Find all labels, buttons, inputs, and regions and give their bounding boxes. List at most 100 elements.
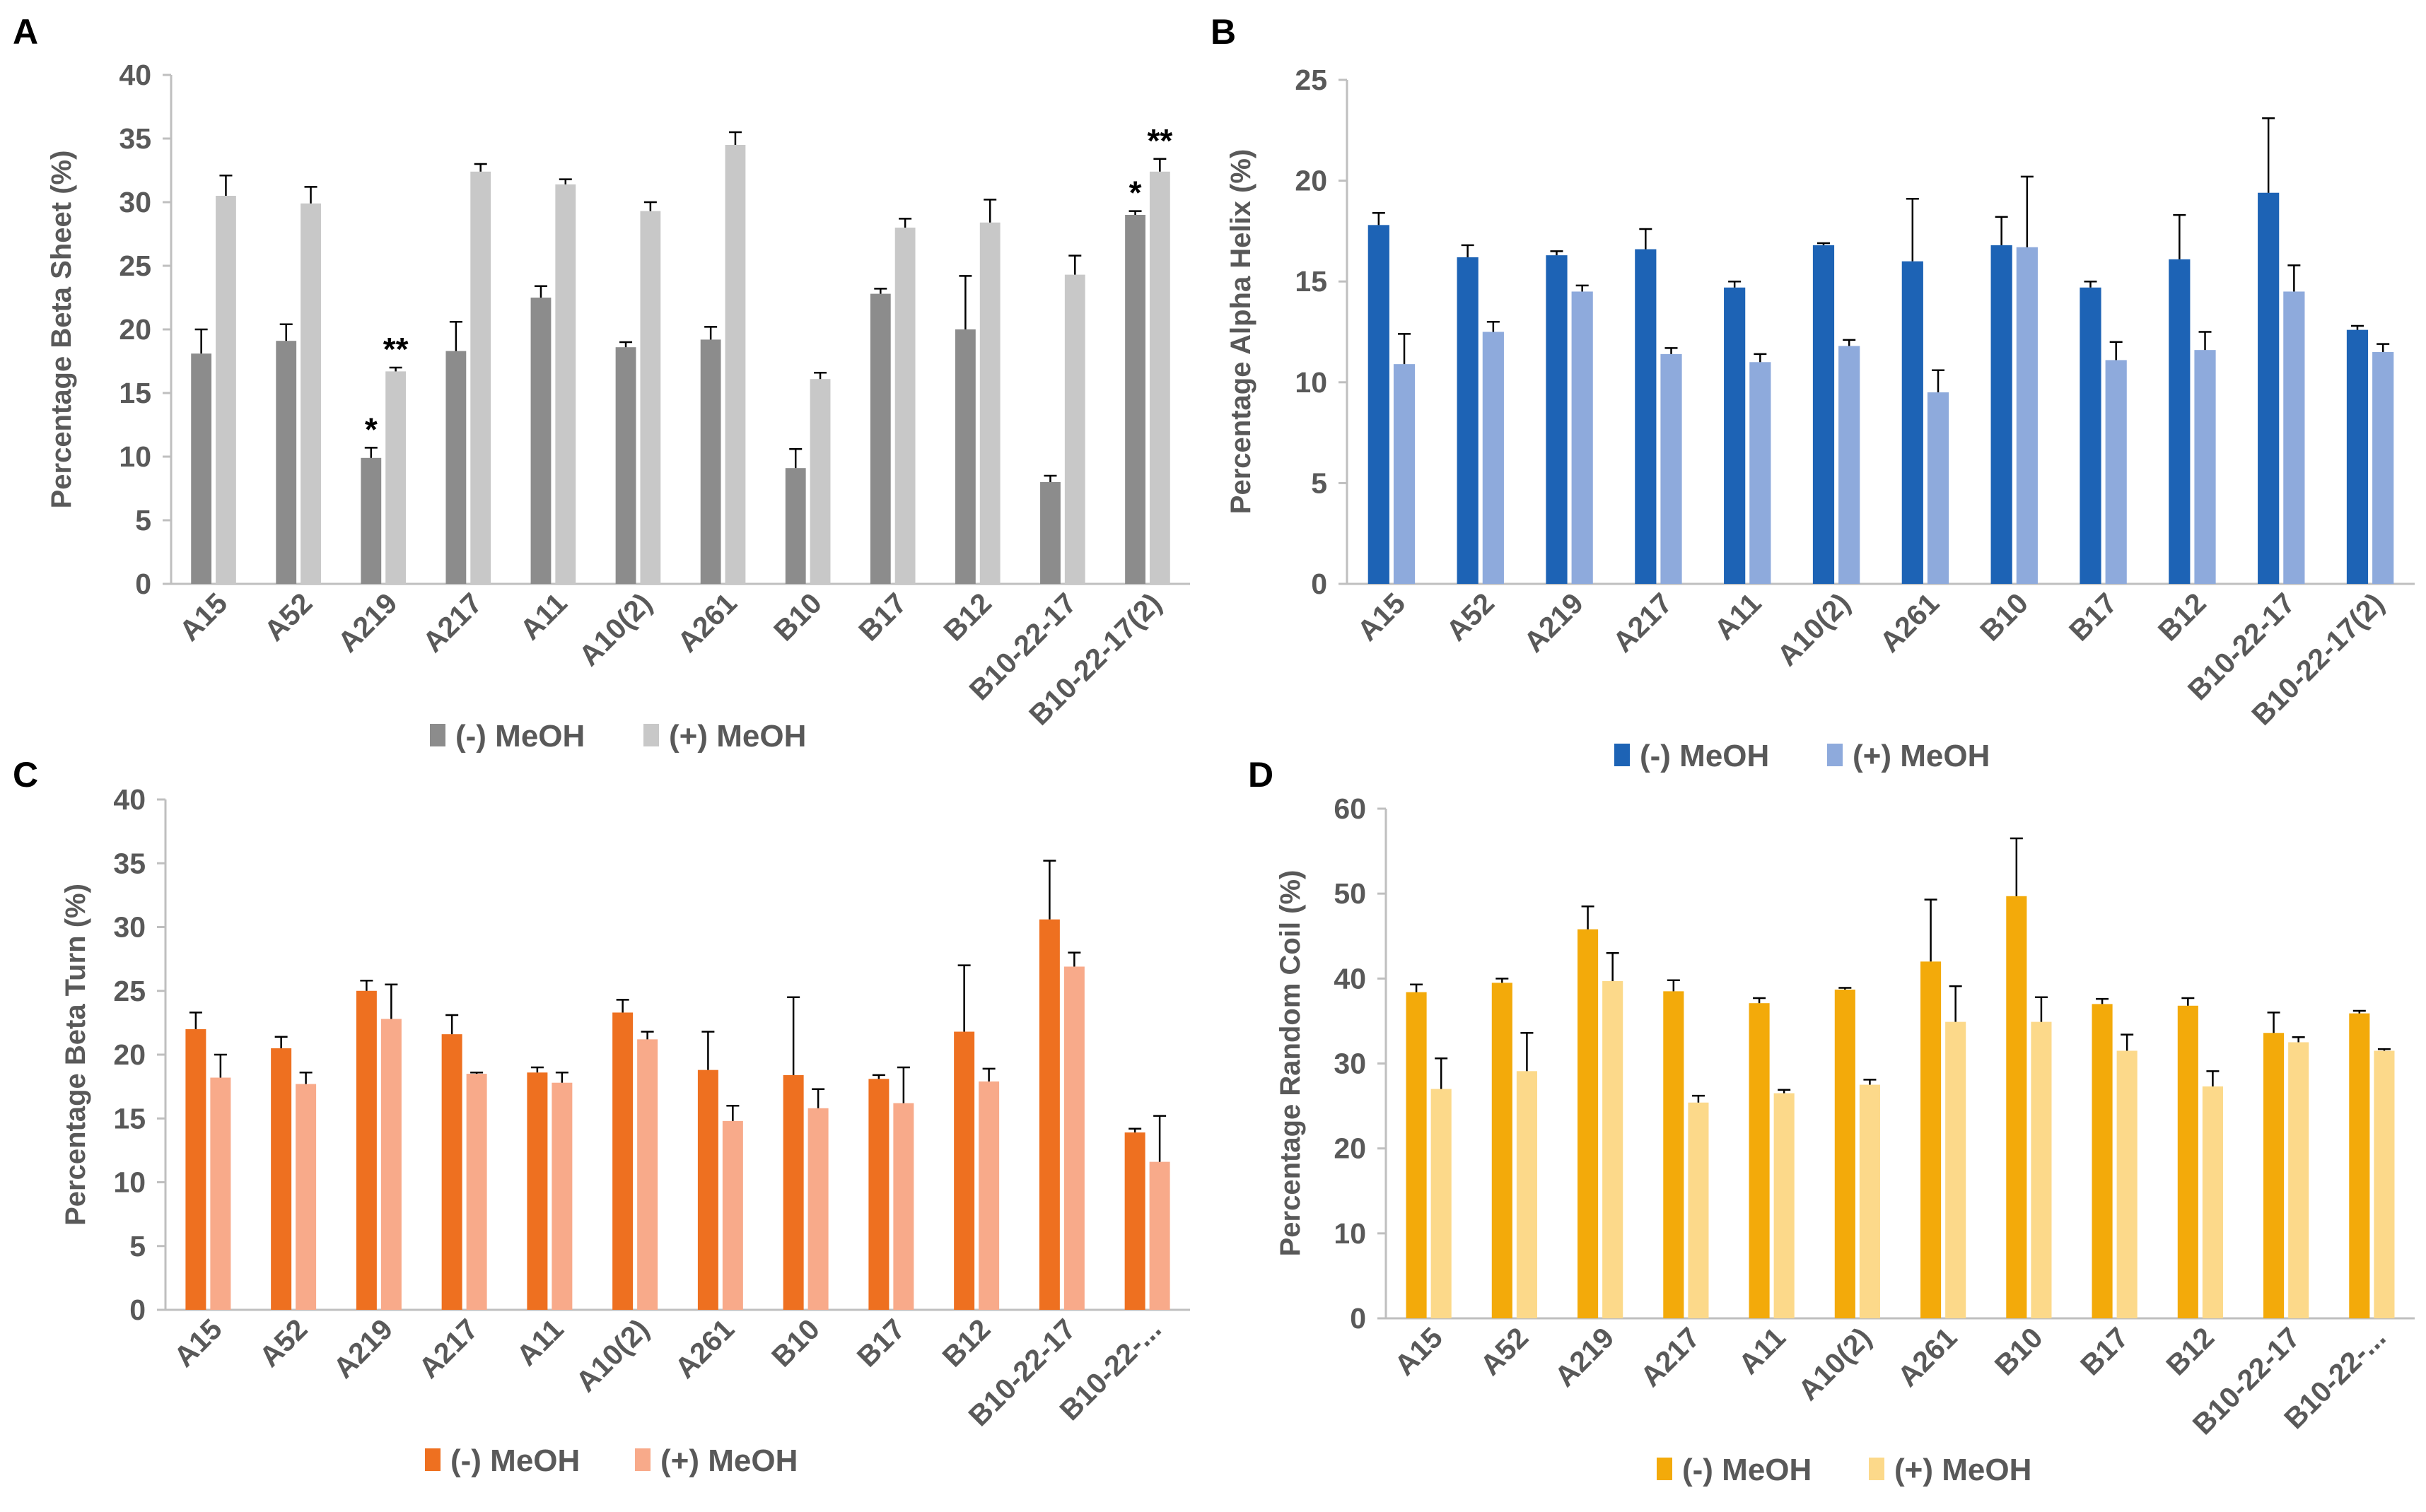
significance-marker: ** (383, 331, 409, 368)
panel-d: D 0 10 20 30 40 50 60 Percentage Random Coil (%)… (1248, 755, 2415, 1487)
bar-meoh-b17 (893, 1103, 914, 1310)
bar-meoh-a10-2 (1834, 989, 1855, 1318)
bar-meoh-a261 (1920, 961, 1942, 1318)
x-tick-label: A219 (1549, 1321, 1621, 1393)
y-tick-label: 30 (119, 186, 151, 218)
y-tick-label: 0 (1350, 1302, 1366, 1335)
y-tick-label: 5 (135, 504, 151, 537)
bar-meoh-b12 (979, 1081, 1000, 1310)
bar-meoh-a11 (1773, 1093, 1795, 1318)
bar-meoh-a219 (1578, 929, 1599, 1318)
bar-meoh-a219 (1602, 980, 1623, 1318)
legend-label: (-) MeOH (450, 1443, 580, 1478)
x-tick-label: B10 (1988, 1321, 2049, 1382)
panel-b: B 0 5 10 15 20 25 Percentage Alpha Helix (%) A15… (1211, 12, 2415, 773)
bar-meoh-a219 (356, 990, 377, 1310)
significance-marker: ** (1147, 122, 1172, 159)
bar-meoh-a219 (361, 457, 382, 584)
bar-meoh-a10-2 (637, 1039, 658, 1310)
bar-meoh-a261 (722, 1120, 743, 1310)
bar-meoh-a219 (1546, 255, 1568, 584)
panel-letter: A (13, 12, 38, 52)
x-tick-label: A217 (1634, 1321, 1706, 1393)
bar-meoh-a261 (1901, 261, 1923, 584)
y-tick-label: 40 (1334, 962, 1366, 995)
bar-meoh-b17 (2080, 287, 2101, 584)
legend-swatch (1869, 1458, 1884, 1480)
bar-meoh-a217 (1635, 249, 1657, 584)
x-tick-label: A15 (1351, 587, 1412, 647)
y-axis-title: Percentage Beta Sheet (%) (46, 151, 77, 509)
bar-meoh-a217 (470, 171, 491, 585)
y-tick-label: 15 (113, 1102, 146, 1135)
x-tick-label: A217 (1606, 587, 1679, 659)
x-tick-label: A15 (173, 587, 234, 647)
y-tick-label: 15 (1295, 265, 1327, 298)
x-tick-label: B10 (767, 587, 828, 647)
bar-meoh-a11 (552, 1082, 573, 1310)
legend-swatch (643, 724, 659, 746)
bar-meoh-b12 (955, 329, 976, 584)
bar-meoh-b10 (2006, 896, 2027, 1318)
legend-label: (-) MeOH (455, 719, 585, 754)
bar-meoh-b10-22-17 (1064, 274, 1085, 584)
bar-meoh-a217 (1688, 1102, 1709, 1318)
bar-meoh-b10-22-17-2 (2346, 329, 2369, 584)
bar-meoh-b10-22-17 (2263, 1033, 2285, 1318)
x-tick-label: B17 (2074, 1321, 2135, 1382)
x-tick-label: A52 (1440, 587, 1500, 647)
bar-meoh-a52 (1516, 1071, 1537, 1318)
legend-swatch (1614, 744, 1630, 766)
bar-meoh-a11 (1749, 1003, 1770, 1318)
y-tick-label: 35 (113, 847, 146, 879)
bar-meoh-a219 (385, 371, 407, 584)
bar-meoh-a52 (301, 203, 321, 584)
bar-meoh-a15 (1430, 1089, 1452, 1318)
bar-meoh-a261 (700, 339, 721, 584)
y-tick-label: 0 (129, 1294, 146, 1326)
y-tick-label: 20 (119, 313, 151, 346)
bar-meoh-b10 (1990, 245, 2012, 584)
bar-meoh-a15 (210, 1077, 231, 1310)
bar-meoh-a217 (445, 351, 467, 584)
significance-marker: * (365, 411, 378, 447)
bar-meoh-a15 (185, 1028, 206, 1310)
legend-label: (+) MeOH (669, 719, 806, 754)
panel-a: A 0 5 10 15 20 25 30 35 40 Percentage Beta Sheet (… (13, 12, 1190, 754)
x-tick-label: B12 (2160, 1321, 2221, 1382)
bar-meoh-b10 (807, 1108, 829, 1310)
bar-meoh-b10-22-17 (1039, 919, 1060, 1310)
bar-meoh-a10-2 (1859, 1084, 1880, 1318)
bar-meoh-b10-22-17 (2283, 291, 2305, 584)
x-tick-label: A217 (416, 587, 489, 659)
x-tick-label: A10(2) (573, 587, 658, 672)
bar-meoh-a11 (1724, 287, 1746, 584)
x-tick-label: A217 (412, 1313, 484, 1385)
x-tick-label: A261 (1873, 587, 1945, 659)
bar-meoh-b17 (2092, 1004, 2113, 1318)
y-tick-label: 40 (113, 783, 146, 816)
bar-meoh-b10 (785, 468, 806, 584)
x-tick-label: A261 (671, 587, 743, 659)
bar-meoh-a11 (1749, 362, 1771, 584)
y-tick-label: 25 (113, 975, 146, 1007)
bar-meoh-b12 (2194, 350, 2216, 584)
x-tick-label: A52 (1474, 1321, 1535, 1382)
y-tick-label: 20 (1334, 1132, 1366, 1165)
y-tick-label: 25 (1295, 64, 1327, 96)
x-tick-label: A11 (1732, 1321, 1792, 1381)
x-tick-label: A52 (258, 587, 319, 647)
bar-meoh-b17 (870, 293, 891, 584)
x-tick-label: A52 (253, 1313, 314, 1373)
bar-meoh-b10-22-17-2 (1149, 171, 1170, 585)
bar-meoh-a261 (1945, 1021, 1966, 1318)
x-tick-label: B10 (1973, 587, 2034, 647)
bar-meoh-a261 (1927, 392, 1949, 584)
y-tick-label: 40 (119, 59, 151, 91)
bar-meoh-a52 (1457, 257, 1479, 584)
bar-meoh-a217 (466, 1074, 487, 1310)
legend-swatch (430, 724, 445, 746)
bar-meoh-b10 (2016, 247, 2038, 584)
x-tick-label: A10(2) (569, 1313, 655, 1398)
